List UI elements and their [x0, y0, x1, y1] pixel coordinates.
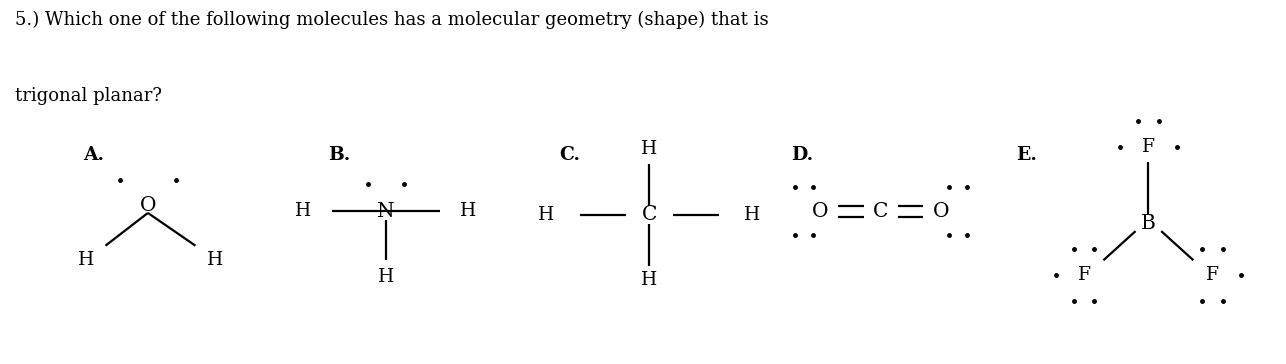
Text: O: O: [140, 196, 156, 215]
Text: F: F: [1078, 266, 1091, 284]
Text: O: O: [813, 202, 828, 221]
Text: H: H: [642, 140, 657, 158]
Text: H: H: [745, 206, 760, 224]
Text: A.: A.: [84, 146, 104, 163]
Text: F: F: [1142, 138, 1155, 157]
Text: F: F: [1206, 266, 1219, 284]
Text: H: H: [296, 202, 311, 220]
Text: H: H: [539, 206, 554, 224]
Text: D.: D.: [791, 146, 813, 163]
Text: H: H: [378, 268, 394, 286]
Text: C: C: [642, 205, 657, 224]
Text: O: O: [934, 202, 949, 221]
Text: H: H: [207, 251, 222, 269]
Text: E.: E.: [1016, 146, 1037, 163]
Text: 5.) Which one of the following molecules has a molecular geometry (shape) that i: 5.) Which one of the following molecules…: [15, 11, 769, 29]
Text: H: H: [78, 251, 94, 269]
Text: B.: B.: [328, 146, 350, 163]
Text: H: H: [642, 271, 657, 289]
Text: N: N: [377, 202, 395, 221]
Text: C.: C.: [559, 146, 580, 163]
Text: B: B: [1141, 214, 1156, 233]
Text: C: C: [873, 202, 889, 221]
Text: trigonal planar?: trigonal planar?: [15, 87, 162, 105]
Text: H: H: [460, 202, 476, 220]
